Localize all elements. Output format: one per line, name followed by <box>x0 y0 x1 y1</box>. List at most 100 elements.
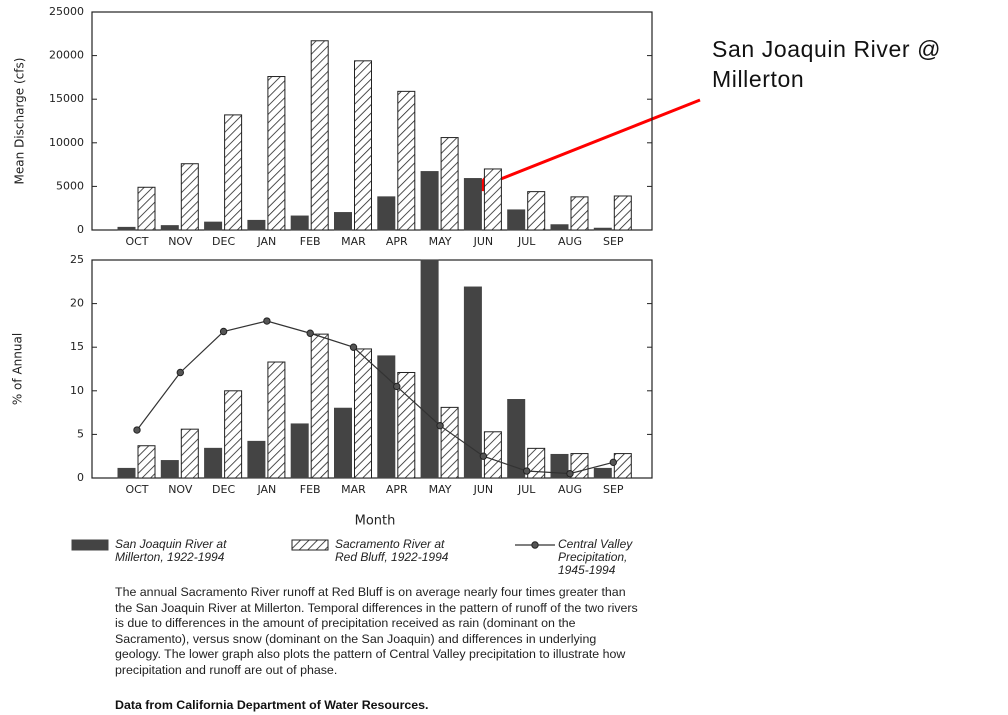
line-marker <box>306 329 314 337</box>
x-tick-label: JUL <box>517 235 536 248</box>
bar <box>420 259 439 479</box>
bar <box>117 226 136 231</box>
y-tick-label: 20 <box>70 297 84 310</box>
y-axis-label: % of Annual <box>11 333 25 405</box>
bar <box>613 195 632 231</box>
x-tick-label: OCT <box>125 235 148 248</box>
y-tick-label: 15000 <box>49 92 84 105</box>
x-tick-label: MAR <box>341 483 366 496</box>
legend-label: San Joaquin River at Millerton, 1922-199… <box>115 537 227 564</box>
x-tick-label: JUL <box>517 483 536 496</box>
line-marker <box>176 368 185 377</box>
bar <box>137 186 156 231</box>
bar <box>180 428 199 479</box>
bar <box>483 168 502 231</box>
bar <box>267 361 286 479</box>
bar <box>377 355 396 479</box>
legend-swatch <box>71 539 109 551</box>
bar <box>463 178 482 231</box>
bar <box>550 453 569 479</box>
x-tick-label: FEB <box>300 235 321 248</box>
bar <box>247 219 266 231</box>
line-marker <box>349 343 358 351</box>
y-tick-label: 15 <box>70 340 84 353</box>
x-tick-label: AUG <box>558 483 582 496</box>
y-tick-label: 10 <box>70 384 84 397</box>
x-tick-label: DEC <box>212 483 235 496</box>
annotation: San Joaquin River @ Millerton <box>712 36 942 92</box>
bar <box>527 447 546 479</box>
precipitation-line <box>136 320 614 475</box>
bar <box>267 76 286 231</box>
bar <box>593 467 612 479</box>
bar <box>570 196 589 231</box>
line-marker <box>263 317 271 325</box>
line-marker <box>393 382 401 391</box>
bar <box>180 163 199 231</box>
x-tick-label: AUG <box>558 235 582 248</box>
y-tick-label: 5 <box>77 427 84 440</box>
y-axis-label: Mean Discharge (cfs) <box>13 58 27 185</box>
line-marker <box>566 469 574 478</box>
y-tick-label: 10000 <box>49 136 84 149</box>
legend-swatch <box>291 539 329 551</box>
bar <box>160 460 179 479</box>
x-tick-label: NOV <box>168 483 193 496</box>
caption: The annual Sacramento River runoff at Re… <box>115 585 638 677</box>
x-tick-label: JAN <box>256 483 276 496</box>
bar <box>483 431 502 479</box>
line-marker <box>219 327 228 336</box>
bar <box>247 440 266 479</box>
bar <box>527 191 546 231</box>
bar <box>224 390 243 479</box>
bar <box>397 90 416 231</box>
x-tick-label: MAY <box>429 483 452 496</box>
bar <box>507 399 526 479</box>
y-tick-label: 20000 <box>49 49 84 62</box>
y-tick-label: 5000 <box>56 179 84 192</box>
y-tick-label: 25000 <box>49 5 84 18</box>
x-tick-label: APR <box>386 235 408 248</box>
bar <box>310 40 329 231</box>
bar <box>310 333 329 479</box>
x-tick-label: SEP <box>603 235 624 248</box>
bar <box>354 60 372 231</box>
legend-label: Central Valley Precipitation, 1945-1994 <box>558 537 633 577</box>
line-marker <box>523 467 531 475</box>
x-tick-label: MAY <box>429 235 452 248</box>
bar <box>463 286 482 479</box>
bar <box>593 227 612 231</box>
bar <box>397 371 416 479</box>
line-marker <box>133 426 141 434</box>
bar <box>117 467 136 479</box>
bar <box>334 212 352 231</box>
y-tick-label: 25 <box>70 253 84 266</box>
legend-swatch-marker <box>531 541 539 549</box>
bar <box>440 406 459 479</box>
x-tick-label: DEC <box>212 235 235 248</box>
x-tick-label: SEP <box>603 483 624 496</box>
bar <box>290 423 309 479</box>
x-tick-label: FEB <box>300 483 321 496</box>
x-tick-label: MAR <box>341 235 366 248</box>
legend-label: Sacramento River at Red Bluff, 1922-1994 <box>335 537 449 564</box>
source-note: Data from California Department of Water… <box>115 698 429 712</box>
bar <box>420 171 439 231</box>
bar <box>290 215 309 231</box>
bar <box>204 221 223 231</box>
line-marker <box>609 458 617 467</box>
bar <box>613 453 632 479</box>
line-marker <box>479 452 488 460</box>
bar <box>550 224 569 231</box>
bar <box>440 137 459 231</box>
bar <box>160 225 179 231</box>
line-marker <box>436 421 444 430</box>
bar <box>377 196 396 231</box>
bar <box>354 348 372 479</box>
bar <box>137 445 156 479</box>
x-tick-label: JAN <box>256 235 276 248</box>
x-tick-label: JUN <box>473 235 494 248</box>
bar <box>334 407 352 479</box>
